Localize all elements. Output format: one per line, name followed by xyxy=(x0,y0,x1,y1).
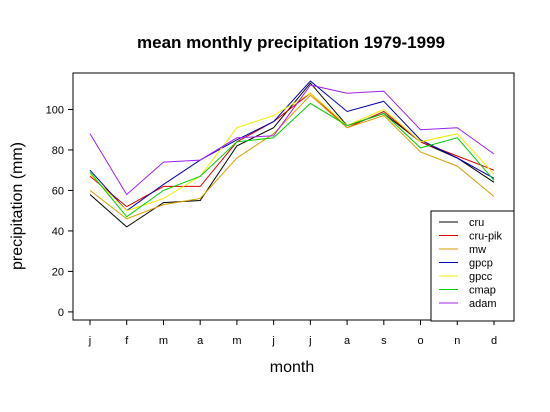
series-lines xyxy=(89,80,495,228)
x-tick-label: f xyxy=(125,335,129,347)
legend-entry-label: cru xyxy=(469,217,484,229)
y-tick-label: 60 xyxy=(52,185,64,197)
y-axis: 0 20 40 60 80 100 xyxy=(46,104,73,319)
x-tick-label: s xyxy=(381,335,387,347)
series-line-adam xyxy=(89,84,495,196)
legend-entry-label: cmap xyxy=(469,285,496,297)
legend-entry-label: mw xyxy=(469,244,486,256)
y-tick-label: 100 xyxy=(46,104,64,116)
x-tick-label: o xyxy=(417,335,423,347)
x-tick-label: j xyxy=(308,335,311,347)
x-tick-label: j xyxy=(271,335,274,347)
x-tick-label: n xyxy=(454,335,460,347)
legend-entry-label: gpcc xyxy=(469,271,493,283)
series-line-gpcc xyxy=(89,92,495,212)
x-axis-label: month xyxy=(270,359,314,376)
series-line-gpcp xyxy=(89,80,495,212)
y-axis-label: precipitation (mm) xyxy=(9,142,26,270)
y-tick-label: 40 xyxy=(52,226,64,238)
plot-frame xyxy=(72,72,515,321)
x-tick-label: a xyxy=(197,335,204,347)
x-tick-label: m xyxy=(232,335,241,347)
y-tick-label: 80 xyxy=(52,145,64,157)
legend-entry-label: gpcp xyxy=(469,258,493,270)
x-tick-label: j xyxy=(88,335,91,347)
series-line-cmap xyxy=(89,102,495,218)
x-tick-label: d xyxy=(491,335,497,347)
legend-entry-label: cru-pik xyxy=(469,231,503,243)
y-tick-label: 0 xyxy=(58,307,64,319)
x-tick-label: a xyxy=(344,335,351,347)
y-tick-label: 20 xyxy=(52,266,64,278)
legend-entry-label: adam xyxy=(469,298,497,310)
chart-title: mean monthly precipitation 1979-1999 xyxy=(137,33,445,52)
series-line-cru-pik xyxy=(89,92,495,208)
series-line-mw xyxy=(89,94,495,220)
x-tick-label: m xyxy=(159,335,168,347)
